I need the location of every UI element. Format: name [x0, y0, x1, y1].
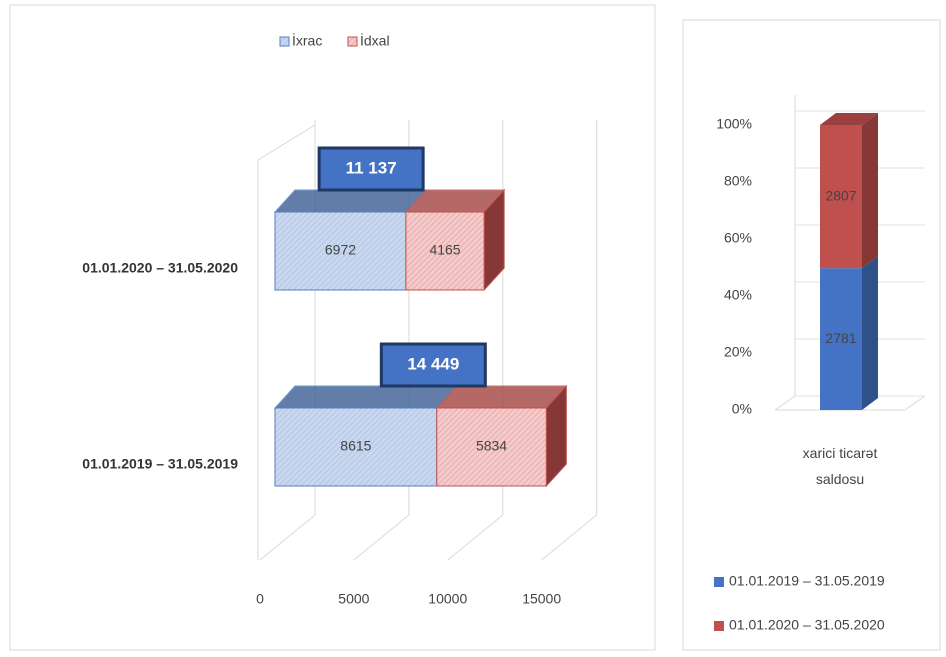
bar-side	[862, 113, 878, 269]
legend-label: İdxal	[360, 32, 390, 49]
floor-back	[904, 395, 926, 411]
legend-label: İxrac	[292, 32, 322, 49]
y-tick-label: 80%	[724, 173, 752, 189]
bar-top	[435, 385, 568, 409]
value-label: 5834	[476, 438, 507, 454]
total-label: 11 137	[346, 158, 397, 177]
legend-swatch	[714, 621, 724, 631]
floor-line	[541, 514, 597, 561]
y-tick-label: 40%	[724, 287, 752, 303]
category-label: xarici ticarət saldosu	[802, 445, 878, 487]
y-tick-label: 60%	[724, 230, 752, 246]
y-tick-label: 0%	[732, 401, 752, 417]
back-wall	[257, 124, 316, 560]
legend-swatch	[279, 36, 290, 47]
bar-top	[273, 189, 428, 213]
y-tick-label: 20%	[724, 344, 752, 360]
bar-top	[820, 113, 878, 125]
value-label: 4165	[429, 242, 460, 258]
x-tick-label: 0	[256, 591, 264, 607]
x-tick-label: 15000	[522, 591, 561, 607]
bar	[820, 268, 862, 410]
value-label: 8615	[340, 438, 371, 454]
legend-label: 01.01.2020 – 31.05.2020	[729, 617, 885, 633]
right-panel	[682, 19, 941, 651]
bar	[820, 125, 862, 269]
left-panel	[9, 4, 656, 651]
value-label: 2807	[825, 187, 856, 203]
category-label: 01.01.2019 – 31.05.2019	[82, 456, 238, 472]
bar	[405, 211, 485, 291]
legend-label: 01.01.2019 – 31.05.2019	[729, 573, 885, 589]
category-label: 01.01.2020 – 31.05.2020	[82, 260, 238, 276]
floor-line	[447, 514, 504, 561]
bar	[274, 407, 438, 487]
y-tick-label: 100%	[716, 116, 752, 132]
legend-swatch	[347, 36, 358, 47]
total-box	[317, 146, 425, 192]
bar-top	[273, 385, 458, 409]
bar-side	[862, 256, 878, 410]
x-tick-label: 10000	[428, 591, 467, 607]
x-tick-label: 5000	[338, 591, 369, 607]
value-label: 2781	[825, 330, 856, 346]
axis-wall	[774, 95, 796, 411]
bar	[436, 407, 547, 487]
total-box	[379, 342, 487, 388]
floor-line	[259, 514, 316, 561]
value-label: 6972	[325, 242, 356, 258]
bar	[274, 211, 407, 291]
legend-swatch	[714, 577, 724, 587]
floor-line	[353, 514, 410, 561]
total-label: 14 449	[407, 354, 459, 373]
